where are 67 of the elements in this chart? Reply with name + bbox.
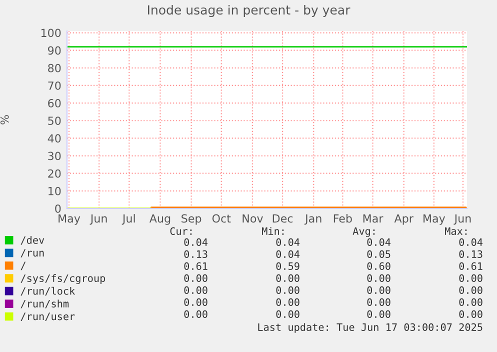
text: 0.60 (367, 262, 390, 270)
x-tick-label: Jun (454, 214, 471, 225)
y-tick-label: 100 (41, 28, 61, 38)
legend-label: /run/lock (20, 286, 76, 296)
x-tick-label: Sep (182, 214, 202, 225)
text: 0.00 (276, 274, 300, 282)
text: 0.00 (459, 286, 482, 294)
text: 0.00 (459, 298, 482, 306)
text: 0.61 (459, 262, 482, 270)
text: 0.00 (367, 298, 390, 306)
text: 0.00 (367, 274, 390, 282)
legend-label: /sys/fs/cgroup (20, 274, 106, 284)
x-tick-label: Feb (334, 214, 352, 223)
x-tick-label: Mar (363, 214, 384, 223)
text: 0.00 (276, 286, 300, 294)
text: Min: (262, 227, 284, 235)
chart-title: Inode usage in percent - by year (148, 4, 350, 18)
legend-label: /run/user (20, 312, 75, 321)
text: 0.04 (459, 238, 483, 246)
text: 0.00 (459, 310, 482, 318)
y-tick-label: 40 (48, 134, 61, 143)
y-tick-label: 80 (48, 64, 61, 72)
text: Cur: (170, 227, 192, 235)
text: 0.00 (276, 298, 300, 306)
text: 0.04 (367, 238, 391, 246)
y-tick-label: 70 (48, 81, 61, 90)
x-tick-label: Nov (242, 214, 263, 223)
legend-label: /dev (20, 236, 44, 245)
legend-label: /run/shm (20, 300, 69, 308)
legend-label: /run (20, 249, 44, 258)
y-tick-label: 20 (48, 169, 61, 178)
x-tick-label: Dec (272, 214, 293, 223)
text: 0.59 (276, 262, 300, 270)
y-tick-label: 60 (48, 99, 61, 108)
text: Max: (445, 227, 467, 235)
text: 0.61 (184, 262, 208, 270)
text: 0.00 (184, 274, 208, 282)
y-tick-label: 30 (48, 152, 61, 160)
text: Avg: (352, 227, 375, 237)
text: Last update: Tue Jun 17 03:00:07 2025 (258, 323, 482, 333)
x-tick-label: Jan (304, 214, 322, 225)
text: 0.00 (367, 310, 390, 318)
y-tick-label: 0 (55, 204, 61, 213)
text: 0.05 (367, 250, 390, 258)
x-tick-label: May (58, 214, 80, 225)
x-tick-label: Aug (149, 214, 170, 225)
x-tick-label: Jun (90, 214, 107, 225)
text: 0.04 (276, 250, 300, 258)
x-tick-label: Oct (212, 214, 231, 223)
y-tick-label: 10 (48, 186, 61, 196)
y-tick-label: 90 (48, 46, 61, 55)
x-tick-label: May (424, 214, 446, 225)
y-tick-label: 50 (48, 116, 61, 126)
text: 0.04 (184, 238, 208, 246)
x-tick-label: Apr (394, 214, 414, 225)
text: 0.04 (276, 238, 300, 246)
text: 0.13 (459, 250, 482, 258)
y-axis-title: % (0, 115, 9, 124)
text: 0.13 (184, 250, 208, 258)
legend-label: / (20, 262, 26, 270)
text: 0.00 (459, 274, 482, 282)
text: 0.00 (276, 310, 300, 318)
text: 0.00 (184, 286, 208, 294)
text: 0.00 (367, 286, 390, 294)
x-tick-label: Jul (122, 214, 135, 225)
text: 0.00 (184, 298, 208, 306)
text: 0.00 (184, 310, 208, 318)
